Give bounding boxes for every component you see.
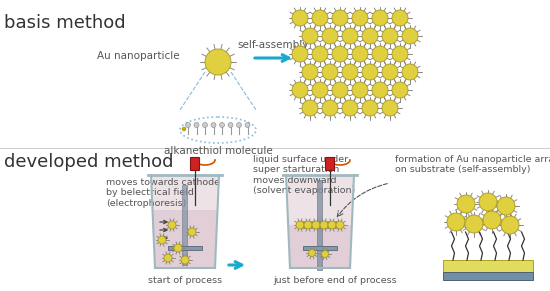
Circle shape bbox=[362, 64, 378, 80]
Text: moves towards cathode
by belectrical field
(electrophoresis): moves towards cathode by belectrical fie… bbox=[106, 178, 220, 208]
Circle shape bbox=[392, 82, 408, 98]
Circle shape bbox=[501, 216, 519, 234]
Circle shape bbox=[352, 10, 368, 26]
Circle shape bbox=[302, 100, 318, 116]
Text: self-assembly: self-assembly bbox=[238, 40, 309, 50]
Circle shape bbox=[382, 64, 398, 80]
Circle shape bbox=[352, 46, 368, 62]
Circle shape bbox=[322, 100, 338, 116]
Circle shape bbox=[292, 82, 308, 98]
Circle shape bbox=[302, 28, 318, 44]
Circle shape bbox=[479, 193, 497, 211]
Circle shape bbox=[332, 10, 348, 26]
Circle shape bbox=[205, 49, 231, 75]
FancyBboxPatch shape bbox=[303, 246, 337, 250]
Circle shape bbox=[362, 100, 378, 116]
Circle shape bbox=[342, 100, 358, 116]
Circle shape bbox=[483, 211, 501, 229]
FancyBboxPatch shape bbox=[182, 185, 187, 265]
Text: basis method: basis method bbox=[4, 14, 125, 32]
Circle shape bbox=[332, 82, 348, 98]
Text: just before end of process: just before end of process bbox=[273, 276, 397, 285]
Circle shape bbox=[322, 64, 338, 80]
Text: developed method: developed method bbox=[4, 153, 173, 171]
Circle shape bbox=[457, 195, 475, 213]
FancyBboxPatch shape bbox=[443, 260, 533, 272]
FancyBboxPatch shape bbox=[317, 180, 322, 270]
Circle shape bbox=[164, 254, 172, 262]
Circle shape bbox=[245, 123, 250, 127]
Circle shape bbox=[309, 249, 316, 256]
FancyBboxPatch shape bbox=[190, 157, 200, 171]
Circle shape bbox=[336, 221, 344, 229]
Text: start of process: start of process bbox=[148, 276, 222, 285]
Circle shape bbox=[211, 123, 216, 127]
Circle shape bbox=[302, 64, 318, 80]
FancyBboxPatch shape bbox=[168, 246, 202, 250]
Circle shape bbox=[296, 221, 304, 229]
Circle shape bbox=[372, 82, 388, 98]
Circle shape bbox=[304, 221, 312, 229]
Circle shape bbox=[342, 64, 358, 80]
Circle shape bbox=[372, 10, 388, 26]
Circle shape bbox=[312, 46, 328, 62]
Circle shape bbox=[202, 123, 207, 127]
Circle shape bbox=[372, 46, 388, 62]
Circle shape bbox=[332, 46, 348, 62]
Circle shape bbox=[322, 251, 328, 258]
Circle shape bbox=[312, 82, 328, 98]
Circle shape bbox=[182, 127, 186, 131]
Circle shape bbox=[402, 64, 418, 80]
Circle shape bbox=[322, 28, 338, 44]
Circle shape bbox=[392, 46, 408, 62]
Circle shape bbox=[312, 221, 320, 229]
Polygon shape bbox=[152, 210, 217, 268]
Circle shape bbox=[292, 46, 308, 62]
Circle shape bbox=[497, 197, 515, 215]
Text: Au nanoparticle: Au nanoparticle bbox=[97, 51, 180, 61]
Text: alkanethiol molecule: alkanethiol molecule bbox=[164, 146, 272, 156]
Polygon shape bbox=[151, 175, 219, 268]
Text: formation of Au nanoparticle array
on substrate (self-assembly): formation of Au nanoparticle array on su… bbox=[395, 155, 550, 174]
Circle shape bbox=[312, 10, 328, 26]
Circle shape bbox=[342, 28, 358, 44]
Circle shape bbox=[188, 228, 196, 236]
Circle shape bbox=[362, 28, 378, 44]
Circle shape bbox=[194, 123, 199, 127]
Circle shape bbox=[465, 215, 483, 233]
Circle shape bbox=[185, 123, 190, 127]
Circle shape bbox=[328, 221, 336, 229]
Circle shape bbox=[447, 213, 465, 231]
Circle shape bbox=[228, 123, 233, 127]
Circle shape bbox=[236, 123, 241, 127]
Circle shape bbox=[392, 10, 408, 26]
Circle shape bbox=[181, 256, 189, 264]
Polygon shape bbox=[288, 225, 352, 268]
Circle shape bbox=[292, 10, 308, 26]
Circle shape bbox=[402, 28, 418, 44]
Circle shape bbox=[219, 123, 224, 127]
FancyBboxPatch shape bbox=[326, 157, 334, 171]
Text: liquid surface under
super starturation
moves downward
(solvent evaporation): liquid surface under super starturation … bbox=[253, 155, 355, 195]
Polygon shape bbox=[286, 175, 354, 268]
Circle shape bbox=[158, 236, 166, 244]
Circle shape bbox=[382, 28, 398, 44]
FancyBboxPatch shape bbox=[443, 272, 533, 280]
Circle shape bbox=[174, 244, 182, 252]
Circle shape bbox=[168, 221, 176, 229]
Circle shape bbox=[320, 221, 328, 229]
Circle shape bbox=[352, 82, 368, 98]
Circle shape bbox=[382, 100, 398, 116]
